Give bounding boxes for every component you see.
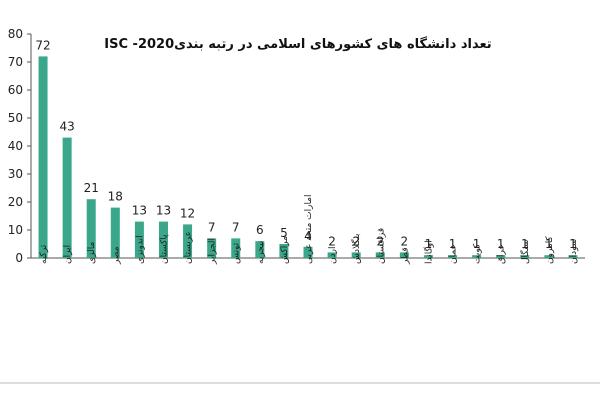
bar bbox=[134, 221, 144, 258]
bar bbox=[327, 252, 337, 258]
bar bbox=[158, 221, 168, 258]
data-label: 13 bbox=[156, 204, 171, 218]
x-tick-label: بنگلادش bbox=[350, 233, 362, 264]
x-tick-label: عمان bbox=[449, 244, 459, 264]
x-tick-label: اوگاندا bbox=[422, 240, 434, 264]
data-label: 7 bbox=[232, 220, 240, 234]
bar bbox=[110, 207, 120, 258]
y-tick-label: 30 bbox=[8, 167, 23, 181]
y-tick-label: 40 bbox=[8, 139, 23, 153]
bar bbox=[520, 255, 530, 258]
bar bbox=[375, 252, 385, 258]
bar bbox=[255, 241, 265, 258]
data-label: 72 bbox=[35, 38, 50, 52]
data-label: 12 bbox=[180, 206, 195, 220]
data-label: 2 bbox=[328, 234, 336, 248]
bars bbox=[38, 56, 578, 259]
data-label: 1 bbox=[545, 237, 553, 251]
x-tick-label: مالزی bbox=[87, 242, 97, 264]
bar bbox=[231, 238, 241, 258]
data-label: 21 bbox=[84, 181, 99, 195]
y-tick-label: 10 bbox=[8, 223, 23, 237]
bar bbox=[496, 255, 506, 258]
x-tick-label: مراکش bbox=[280, 236, 290, 264]
y-tick-labels: 0 10 20 30 40 50 60 70 80 bbox=[8, 27, 31, 265]
data-label: 2 bbox=[376, 234, 384, 248]
x-tick-label: کویت bbox=[473, 243, 483, 264]
data-label: 1 bbox=[425, 237, 433, 251]
y-tick-label: 0 bbox=[15, 251, 23, 265]
x-tick-label: پاکستان bbox=[159, 234, 169, 264]
y-tick-label: 80 bbox=[8, 27, 23, 41]
x-tick-label: مصر bbox=[111, 246, 121, 265]
x-tick-label: کامرون bbox=[545, 236, 555, 264]
x-tick-label: عربستان bbox=[184, 231, 194, 264]
x-tick-labels: ترکیه ایران مالزی مصر اندونزی پاکستان عربستان ا… bbox=[39, 194, 579, 265]
x-tick-label: اردن bbox=[328, 247, 338, 264]
x-tick-label: امارات متحد عربی bbox=[304, 194, 314, 264]
data-label: 2 bbox=[352, 234, 360, 248]
data-label: 5 bbox=[280, 226, 288, 240]
y-tick-label: 70 bbox=[8, 55, 23, 69]
bar bbox=[399, 252, 409, 258]
bar bbox=[423, 255, 433, 258]
y-tick-label: 60 bbox=[8, 83, 23, 97]
x-tick-label: تونس bbox=[232, 242, 242, 264]
bar bbox=[86, 199, 96, 258]
bar bbox=[183, 224, 193, 258]
bar bbox=[351, 252, 361, 258]
data-label: 1 bbox=[473, 237, 481, 251]
x-tick-label: سودان bbox=[569, 239, 579, 264]
x-tick-label: ایران bbox=[63, 245, 73, 264]
bar bbox=[544, 255, 554, 258]
data-label: 6 bbox=[256, 223, 264, 237]
bar bbox=[448, 255, 458, 258]
x-tick-label: قطر bbox=[400, 247, 410, 265]
x-tick-label: الجزایر bbox=[208, 238, 218, 265]
x-tick-label: ترکیه bbox=[39, 244, 49, 264]
bar bbox=[279, 244, 289, 258]
bar bbox=[568, 255, 578, 258]
x-tick-label: سنگال bbox=[519, 239, 531, 264]
data-label: 13 bbox=[132, 204, 147, 218]
x-tick-label: عراق bbox=[497, 244, 507, 264]
data-label: 7 bbox=[208, 220, 216, 234]
data-label: 1 bbox=[569, 237, 577, 251]
bar bbox=[207, 238, 217, 258]
data-label: 2 bbox=[401, 234, 409, 248]
data-label: 18 bbox=[108, 190, 123, 204]
bar bbox=[62, 137, 72, 258]
bar bbox=[472, 255, 482, 258]
x-tick-label: نیجریه bbox=[256, 241, 266, 264]
data-label: 1 bbox=[521, 237, 529, 251]
data-label: 43 bbox=[59, 120, 74, 134]
chart-title: تعداد دانشگاه های کشورهای اسلامی در رتبه… bbox=[104, 36, 491, 52]
x-tick-label: اندونزی bbox=[135, 235, 145, 264]
data-label: 4 bbox=[304, 229, 312, 243]
x-tick-label: قزاقستان bbox=[376, 228, 386, 264]
bar bbox=[38, 56, 48, 259]
y-tick-label: 20 bbox=[8, 195, 23, 209]
data-label: 1 bbox=[449, 237, 457, 251]
y-tick-label: 50 bbox=[8, 111, 23, 125]
data-label: 1 bbox=[497, 237, 505, 251]
bar bbox=[303, 246, 313, 258]
